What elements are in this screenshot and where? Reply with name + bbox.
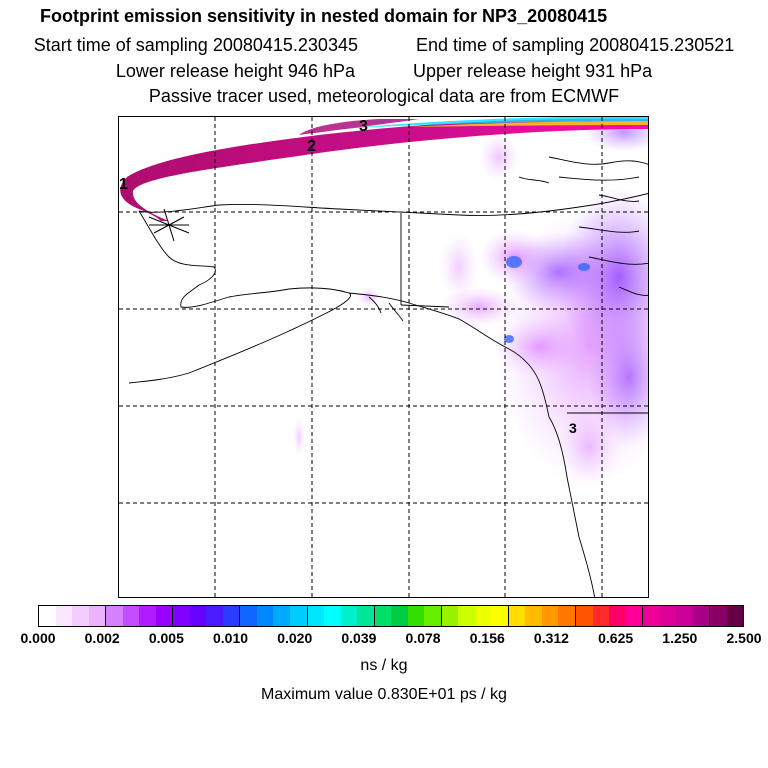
colorbar-segment [592,606,610,626]
colorbar-segment [525,606,542,626]
colorbar-tick-label: 0.078 [405,630,441,646]
colorbar-segment [340,606,358,626]
colorbar-tick-label: 0.039 [341,630,377,646]
colorbar-segment [122,606,140,626]
colorbar-segment [289,606,308,626]
colorbar-tick-label: 0.312 [533,630,569,646]
trajectory-label-3-end: 3 [569,420,577,436]
trajectory-label-2: 2 [307,138,316,155]
colorbar-tick-label: 0.002 [84,630,120,646]
colorbar-segment [106,606,123,626]
colorbar-tick-label: 2.500 [726,630,762,646]
maximum-value-label: Maximum value 0.830E+01 ps / kg [261,686,507,703]
sampling-times: Start time of sampling 20080415.230345 E… [0,35,768,56]
colorbar-segment [55,606,73,626]
colorbar-segment [710,606,727,626]
colorbar-segment [307,606,325,626]
tracer-note: Passive tracer used, meteorological data… [148,86,620,106]
colorbar-segment [441,606,459,626]
colorbar-segment [222,606,241,626]
colorbar-segment [391,606,408,626]
colorbar-segment [491,606,509,626]
colorbar-segment [88,606,107,626]
map-canvas: 1 2 3 3 [119,117,648,597]
plot-title: Footprint emission sensitivity in nested… [40,6,608,26]
trajectory-label-1: 1 [119,176,128,193]
colorbar-segment [458,606,475,626]
colorbar-segment [508,606,526,626]
colorbar-segment [189,606,207,626]
map-panel: 1 2 3 3 [118,116,649,598]
colorbar-segment [173,606,190,626]
colorbar-segment [273,606,290,626]
colorbar-segment [692,606,711,626]
colorbar-segment [558,606,576,626]
colorbar-tick-label: 0.005 [148,630,184,646]
coastlines [128,156,648,597]
colorbar-segment [407,606,425,626]
colorbar [38,605,744,627]
colorbar-segment [643,606,660,626]
colorbar-segment [541,606,559,626]
colorbar-tick-label: 1.250 [662,630,698,646]
lower-height-label: Lower release height 946 hPa [115,61,355,81]
start-time-label: Start time of sampling 20080415.230345 [33,35,358,55]
colorbar-segment [240,606,257,626]
colorbar-segment [609,606,626,626]
trajectory-plume [120,117,648,221]
graticule [119,117,648,597]
colorbar-segment [324,606,341,626]
colorbar-segment [206,606,223,626]
colorbar-segment [374,606,392,626]
colorbar-tick-label: 0.020 [277,630,313,646]
sensitivity-field [293,117,648,487]
colorbar-segment [357,606,375,626]
colorbar-segment [659,606,677,626]
colorbar-segment [39,606,56,626]
upper-height-label: Upper release height 931 hPa [413,61,653,81]
colorbar-tick-label: 0.000 [20,630,56,646]
colorbar-tick-label: 0.625 [598,630,634,646]
release-point-marker [148,208,190,242]
colorbar-segment [625,606,644,626]
colorbar-segment [72,606,89,626]
colorbar-segment [474,606,492,626]
release-heights: Lower release height 946 hPa Upper relea… [0,61,768,82]
colorbar-ticks: 0.000 0.002 0.005 0.010 0.020 0.039 0.078 0.156… [0,630,768,650]
colorbar-segment [139,606,156,626]
colorbar-segment [576,606,593,626]
colorbar-segment [726,606,744,626]
trajectory-label-3: 3 [359,118,368,135]
colorbar-segment [676,606,693,626]
colorbar-tick-label: 0.010 [213,630,249,646]
colorbar-tick-label: 0.156 [469,630,505,646]
colorbar-segment [256,606,274,626]
end-time-label: End time of sampling 20080415.230521 [416,35,735,55]
colorbar-segment [424,606,442,626]
colorbar-segment [155,606,174,626]
colorbar-units: ns / kg [360,657,408,674]
